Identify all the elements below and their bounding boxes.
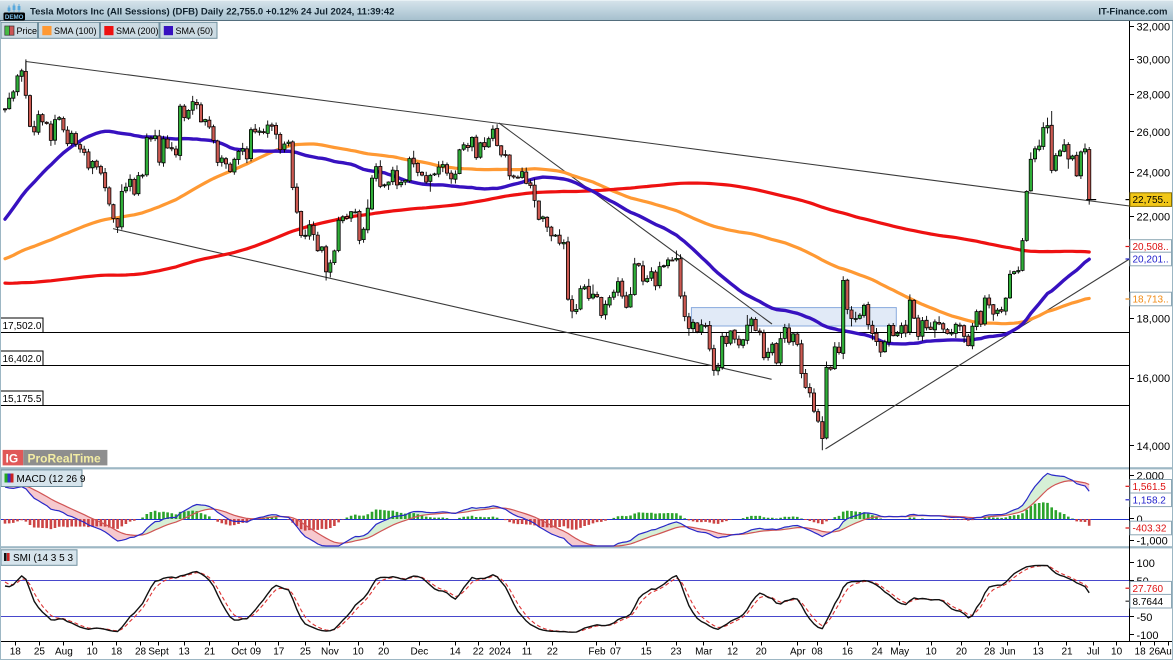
- svg-text:SMA (100): SMA (100): [54, 26, 97, 36]
- svg-text:Dec: Dec: [411, 647, 429, 658]
- svg-text:Apr: Apr: [790, 647, 806, 658]
- svg-text:Tesla Motors Inc (All Sessions: Tesla Motors Inc (All Sessions) (DFB) Da…: [30, 7, 394, 18]
- svg-text:17,502.0: 17,502.0: [3, 321, 42, 332]
- svg-text:27.760: 27.760: [1133, 584, 1164, 595]
- svg-text:14: 14: [450, 647, 462, 658]
- svg-text:23: 23: [670, 647, 682, 658]
- svg-text:21: 21: [1061, 647, 1073, 658]
- svg-text:2024: 2024: [489, 647, 512, 658]
- svg-text:Aug: Aug: [55, 647, 73, 658]
- svg-text:20,201..: 20,201..: [1133, 255, 1169, 266]
- svg-text:10: 10: [87, 647, 99, 658]
- svg-text:25: 25: [300, 647, 312, 658]
- svg-text:15: 15: [641, 647, 653, 658]
- svg-text:-50: -50: [1137, 612, 1153, 624]
- svg-text:25: 25: [34, 647, 46, 658]
- svg-text:18: 18: [10, 647, 22, 658]
- svg-text:18: 18: [1135, 647, 1147, 658]
- svg-text:20,508..: 20,508..: [1133, 242, 1169, 253]
- svg-text:0: 0: [1137, 514, 1143, 526]
- svg-text:15,175.5: 15,175.5: [3, 394, 42, 405]
- svg-text:24: 24: [872, 647, 884, 658]
- svg-text:22: 22: [547, 647, 559, 658]
- svg-text:8.7644: 8.7644: [1133, 597, 1164, 608]
- svg-text:24,000: 24,000: [1137, 168, 1171, 180]
- svg-text:Feb: Feb: [588, 647, 606, 658]
- svg-text:26: 26: [1149, 647, 1161, 658]
- svg-text:22,000: 22,000: [1137, 212, 1171, 224]
- svg-text:1,561.5: 1,561.5: [1133, 482, 1167, 493]
- svg-text:Mar: Mar: [695, 647, 713, 658]
- svg-text:32,000: 32,000: [1137, 22, 1171, 34]
- svg-text:30,000: 30,000: [1137, 54, 1171, 66]
- svg-text:IG: IG: [6, 451, 19, 465]
- svg-text:10: 10: [1111, 647, 1123, 658]
- svg-text:20: 20: [378, 647, 390, 658]
- svg-text:Jun: Jun: [999, 647, 1015, 658]
- svg-text:16,402.0: 16,402.0: [3, 354, 42, 365]
- svg-text:Sept: Sept: [148, 647, 169, 658]
- svg-text:MACD (12 26 9: MACD (12 26 9: [17, 474, 86, 485]
- svg-text:12: 12: [727, 647, 739, 658]
- svg-text:20: 20: [956, 647, 968, 658]
- svg-text:May: May: [890, 647, 909, 658]
- svg-text:10: 10: [926, 647, 938, 658]
- svg-text:DEMO: DEMO: [5, 14, 24, 21]
- svg-text:SMI (14 3 5 3: SMI (14 3 5 3: [13, 553, 73, 564]
- svg-text:28: 28: [984, 647, 996, 658]
- svg-text:16,000: 16,000: [1137, 373, 1171, 385]
- svg-text:11: 11: [522, 647, 533, 658]
- svg-text:18: 18: [111, 647, 123, 658]
- svg-text:16: 16: [842, 647, 854, 658]
- svg-text:1,158.2: 1,158.2: [1133, 495, 1167, 506]
- svg-text:-403.32: -403.32: [1133, 524, 1167, 535]
- svg-text:Jul: Jul: [1087, 647, 1100, 658]
- svg-text:13: 13: [1033, 647, 1045, 658]
- svg-text:10: 10: [353, 647, 365, 658]
- svg-text:17: 17: [273, 647, 285, 658]
- svg-text:Nov: Nov: [321, 647, 339, 658]
- svg-text:-1,000: -1,000: [1137, 536, 1168, 548]
- svg-text:ProRealTime: ProRealTime: [28, 452, 101, 466]
- svg-text:22,755..: 22,755..: [1133, 195, 1169, 206]
- svg-text:Aug: Aug: [1160, 647, 1173, 658]
- svg-text:20: 20: [756, 647, 768, 658]
- svg-text:28: 28: [135, 647, 147, 658]
- svg-text:14,000: 14,000: [1137, 441, 1171, 453]
- svg-text:IT-Finance.com: IT-Finance.com: [1098, 7, 1167, 18]
- svg-text:SMA (200): SMA (200): [116, 26, 159, 36]
- svg-text:Oct: Oct: [231, 647, 247, 658]
- svg-text:07: 07: [610, 647, 622, 658]
- svg-text:-100: -100: [1137, 630, 1159, 642]
- svg-text:22: 22: [473, 647, 485, 658]
- svg-text:SMA (50): SMA (50): [176, 26, 214, 36]
- svg-text:28,000: 28,000: [1137, 89, 1171, 101]
- svg-text:Price: Price: [17, 26, 38, 36]
- svg-text:100: 100: [1137, 558, 1155, 570]
- svg-text:18,000: 18,000: [1137, 314, 1171, 326]
- svg-text:08: 08: [812, 647, 824, 658]
- svg-text:18,713..: 18,713..: [1133, 295, 1169, 306]
- svg-text:13: 13: [179, 647, 191, 658]
- svg-text:26,000: 26,000: [1137, 127, 1171, 139]
- svg-text:09: 09: [250, 647, 262, 658]
- svg-text:21: 21: [204, 647, 216, 658]
